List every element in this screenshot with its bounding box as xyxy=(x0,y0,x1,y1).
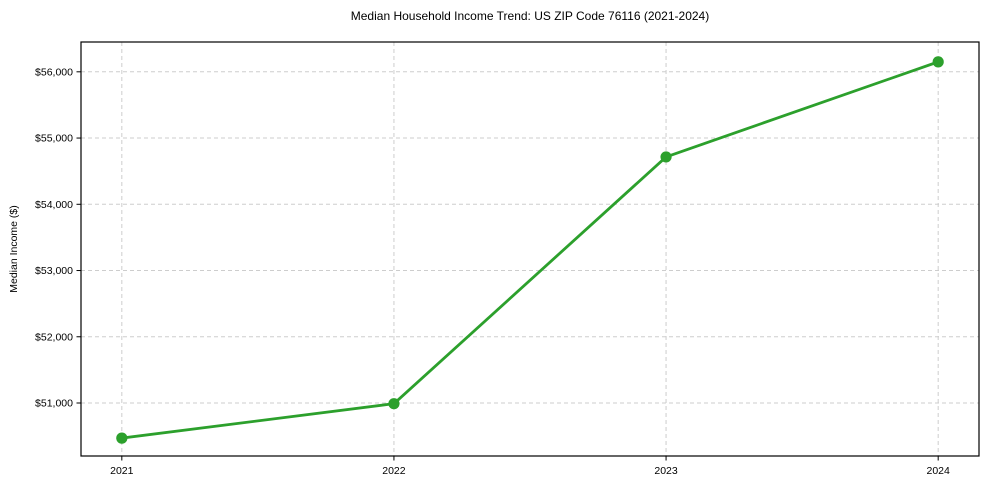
y-tick-label: $56,000 xyxy=(35,66,73,78)
x-tick-label: 2024 xyxy=(927,465,951,477)
x-tick-label: 2021 xyxy=(110,465,134,477)
data-point-marker xyxy=(660,151,672,163)
data-point-marker xyxy=(932,56,944,68)
axes-spines xyxy=(80,41,980,457)
y-tick-label: $55,000 xyxy=(35,133,73,145)
y-tick-label: $53,000 xyxy=(35,265,73,277)
y-tick-label: $54,000 xyxy=(35,199,73,211)
x-tick-label: 2022 xyxy=(382,465,406,477)
y-tick-label: $52,000 xyxy=(35,331,73,343)
x-tick-label: 2023 xyxy=(654,465,678,477)
chart-title: Median Household Income Trend: US ZIP Co… xyxy=(350,9,710,23)
y-tick-label: $51,000 xyxy=(35,398,73,410)
data-point-marker xyxy=(388,398,400,410)
series-line xyxy=(120,60,940,440)
data-point-marker xyxy=(116,432,128,444)
